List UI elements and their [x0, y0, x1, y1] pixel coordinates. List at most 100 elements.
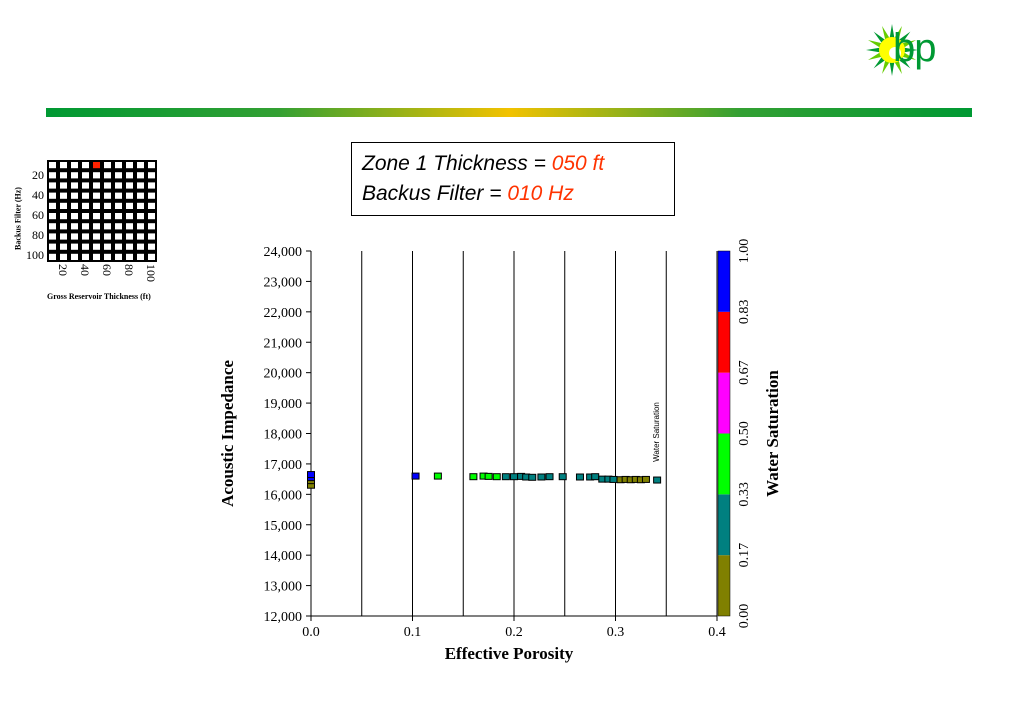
selector-cell[interactable]: [49, 223, 56, 230]
selector-cell[interactable]: [104, 172, 111, 179]
selector-cell[interactable]: [126, 162, 133, 169]
selector-cell[interactable]: [49, 253, 56, 260]
selector-cell[interactable]: [148, 233, 155, 240]
selector-cell[interactable]: [126, 172, 133, 179]
selector-cell[interactable]: [126, 223, 133, 230]
selector-cell[interactable]: [71, 172, 78, 179]
selector-cell[interactable]: [104, 223, 111, 230]
selector-cell[interactable]: [60, 253, 67, 260]
selector-cell[interactable]: [126, 233, 133, 240]
selector-cell[interactable]: [126, 182, 133, 189]
selector-cell[interactable]: [71, 213, 78, 220]
selector-cell[interactable]: [60, 172, 67, 179]
selector-cell[interactable]: [137, 182, 144, 189]
selector-cell[interactable]: [115, 162, 122, 169]
selector-cell[interactable]: [115, 192, 122, 199]
selector-cell[interactable]: [49, 172, 56, 179]
selector-cell[interactable]: [126, 202, 133, 209]
selector-cell[interactable]: [49, 162, 56, 169]
selector-cell[interactable]: [104, 213, 111, 220]
selector-cell[interactable]: [148, 192, 155, 199]
selector-cell[interactable]: [115, 172, 122, 179]
selector-cell[interactable]: [60, 162, 67, 169]
selector-cell[interactable]: [71, 162, 78, 169]
selector-cell-selected[interactable]: [93, 162, 100, 169]
selector-cell[interactable]: [137, 223, 144, 230]
selector-cell[interactable]: [115, 202, 122, 209]
selector-cell[interactable]: [137, 213, 144, 220]
selector-cell[interactable]: [93, 253, 100, 260]
selector-cell[interactable]: [49, 182, 56, 189]
selector-cell[interactable]: [71, 233, 78, 240]
selector-cell[interactable]: [49, 192, 56, 199]
selector-cell[interactable]: [137, 192, 144, 199]
selector-cell[interactable]: [104, 162, 111, 169]
selector-cell[interactable]: [60, 213, 67, 220]
selector-cell[interactable]: [115, 223, 122, 230]
selector-cell[interactable]: [82, 162, 89, 169]
selector-cell[interactable]: [126, 213, 133, 220]
selector-cell[interactable]: [115, 233, 122, 240]
selector-cell[interactable]: [148, 213, 155, 220]
selector-cell[interactable]: [126, 243, 133, 250]
selector-cell[interactable]: [115, 182, 122, 189]
selector-cell[interactable]: [137, 243, 144, 250]
selector-cell[interactable]: [126, 253, 133, 260]
selector-cell[interactable]: [82, 202, 89, 209]
selector-cell[interactable]: [137, 162, 144, 169]
selector-cell[interactable]: [49, 243, 56, 250]
selector-cell[interactable]: [148, 243, 155, 250]
selector-cell[interactable]: [104, 182, 111, 189]
selector-cell[interactable]: [82, 213, 89, 220]
selector-cell[interactable]: [104, 192, 111, 199]
selector-cell[interactable]: [71, 243, 78, 250]
selector-cell[interactable]: [49, 202, 56, 209]
selector-cell[interactable]: [93, 243, 100, 250]
selector-cell[interactable]: [60, 202, 67, 209]
selector-cell[interactable]: [71, 202, 78, 209]
selector-cell[interactable]: [137, 253, 144, 260]
selector-cell[interactable]: [82, 223, 89, 230]
selector-cell[interactable]: [82, 182, 89, 189]
selector-grid[interactable]: [47, 160, 157, 262]
selector-cell[interactable]: [148, 253, 155, 260]
selector-cell[interactable]: [148, 172, 155, 179]
selector-cell[interactable]: [82, 192, 89, 199]
selector-cell[interactable]: [71, 192, 78, 199]
selector-cell[interactable]: [115, 243, 122, 250]
selector-cell[interactable]: [104, 253, 111, 260]
selector-cell[interactable]: [49, 213, 56, 220]
selector-cell[interactable]: [93, 192, 100, 199]
selector-cell[interactable]: [60, 192, 67, 199]
selector-cell[interactable]: [60, 243, 67, 250]
selector-cell[interactable]: [82, 253, 89, 260]
selector-cell[interactable]: [148, 223, 155, 230]
selector-cell[interactable]: [82, 172, 89, 179]
selector-cell[interactable]: [104, 233, 111, 240]
selector-cell[interactable]: [82, 233, 89, 240]
selector-cell[interactable]: [71, 182, 78, 189]
selector-cell[interactable]: [148, 182, 155, 189]
selector-cell[interactable]: [60, 233, 67, 240]
selector-cell[interactable]: [71, 253, 78, 260]
selector-cell[interactable]: [148, 162, 155, 169]
selector-cell[interactable]: [148, 202, 155, 209]
selector-cell[interactable]: [137, 233, 144, 240]
selector-cell[interactable]: [60, 182, 67, 189]
selector-cell[interactable]: [115, 213, 122, 220]
selector-cell[interactable]: [49, 233, 56, 240]
selector-cell[interactable]: [82, 243, 89, 250]
selector-cell[interactable]: [93, 202, 100, 209]
selector-cell[interactable]: [93, 233, 100, 240]
selector-cell[interactable]: [137, 202, 144, 209]
selector-cell[interactable]: [137, 172, 144, 179]
selector-cell[interactable]: [93, 172, 100, 179]
selector-cell[interactable]: [71, 223, 78, 230]
selector-cell[interactable]: [126, 192, 133, 199]
selector-cell[interactable]: [104, 243, 111, 250]
selector-cell[interactable]: [93, 213, 100, 220]
selector-cell[interactable]: [104, 202, 111, 209]
selector-cell[interactable]: [60, 223, 67, 230]
selector-cell[interactable]: [115, 253, 122, 260]
selector-cell[interactable]: [93, 182, 100, 189]
